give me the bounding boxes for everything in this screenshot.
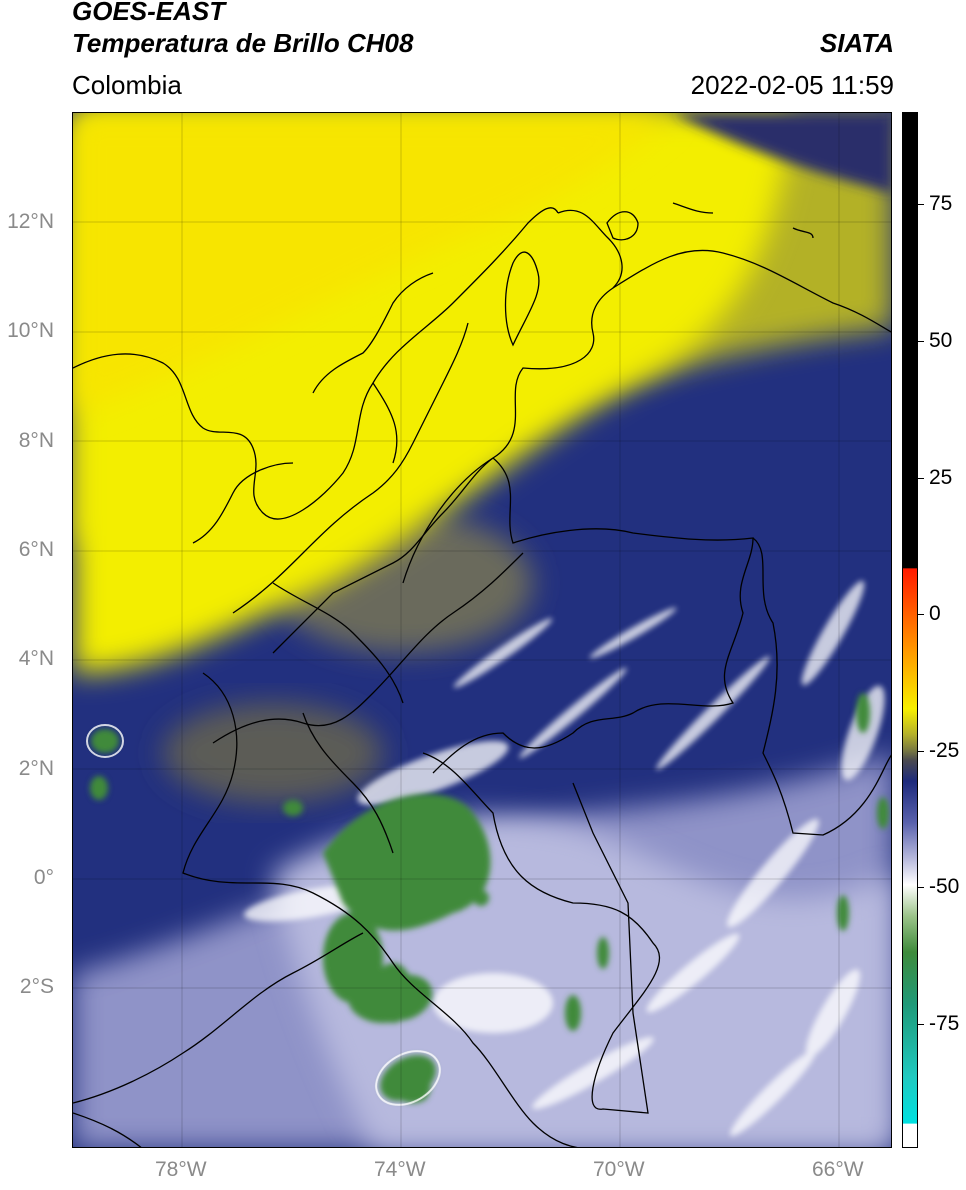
political-borders bbox=[73, 202, 891, 1147]
timestamp-label: 2022-02-05 11:59 bbox=[690, 70, 894, 100]
colorbar-label: -75 bbox=[929, 1012, 960, 1035]
lat-label: 0° bbox=[33, 866, 54, 889]
source-label: SIATA bbox=[819, 28, 894, 58]
colorbar-label: 0 bbox=[929, 602, 941, 625]
lat-label: 12°N bbox=[7, 210, 54, 233]
title-satellite: GOES-EAST bbox=[72, 0, 226, 26]
colorbar-label: -50 bbox=[929, 875, 960, 898]
colorbar-tick bbox=[918, 204, 924, 205]
colorbar-label: -25 bbox=[929, 739, 960, 762]
satellite-map bbox=[72, 112, 892, 1148]
lat-label: 4°N bbox=[18, 647, 54, 670]
colorbar-label: 50 bbox=[929, 329, 953, 352]
lon-label: 70°W bbox=[593, 1158, 645, 1181]
colorbar-label: 25 bbox=[929, 466, 953, 489]
title-product: Temperatura de Brillo CH08 bbox=[72, 28, 414, 58]
colorbar-tick bbox=[918, 751, 924, 752]
lat-label: 8°N bbox=[18, 429, 54, 452]
colorbar-tick bbox=[918, 614, 924, 615]
region-label: Colombia bbox=[72, 70, 182, 100]
colorbar-tick bbox=[918, 341, 924, 342]
graticule bbox=[73, 113, 891, 1147]
lon-label: 74°W bbox=[374, 1158, 426, 1181]
lat-label: 2°S bbox=[19, 975, 54, 998]
colorbar-label: 75 bbox=[929, 192, 953, 215]
lon-label: 78°W bbox=[155, 1158, 207, 1181]
lon-label: 66°W bbox=[812, 1158, 864, 1181]
deep-convection bbox=[90, 693, 889, 1103]
colorbar-tick bbox=[918, 478, 924, 479]
lat-label: 10°N bbox=[7, 319, 54, 342]
lat-label: 2°N bbox=[18, 757, 54, 780]
lat-label: 6°N bbox=[18, 538, 54, 561]
colorbar-tick bbox=[918, 1024, 924, 1025]
colorbar bbox=[902, 112, 918, 1148]
colorbar-tick bbox=[918, 887, 924, 888]
